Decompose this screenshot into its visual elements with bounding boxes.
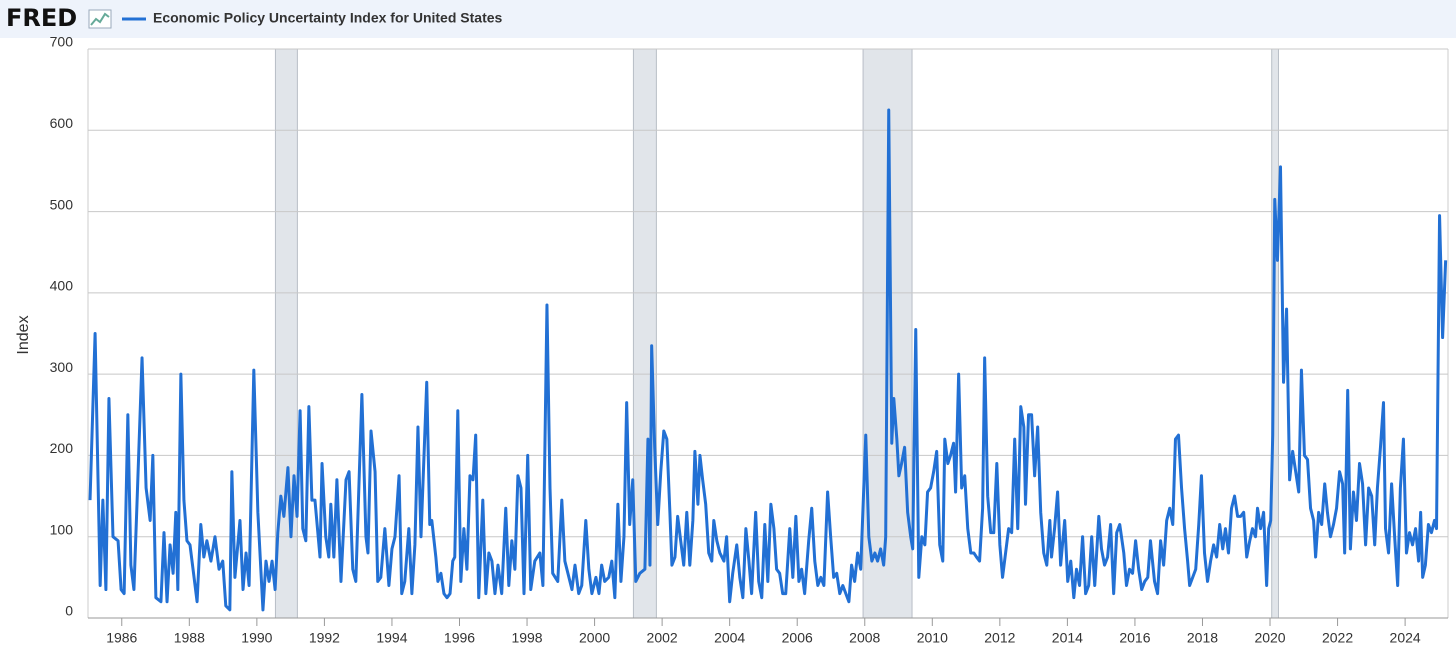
x-tick-label: 2000	[579, 630, 610, 646]
x-tick-label: 2008	[849, 630, 880, 646]
x-tick-label: 1992	[309, 630, 340, 646]
x-tick-label: 2010	[917, 630, 948, 646]
x-tick-label: 2002	[647, 630, 678, 646]
legend-label: Economic Policy Uncertainty Index for Un…	[153, 10, 503, 26]
x-tick-label: 2006	[782, 630, 813, 646]
logo-icon	[88, 9, 112, 29]
y-tick-label: 500	[50, 196, 74, 212]
header-bar	[0, 0, 1456, 38]
x-tick-label: 1998	[511, 630, 542, 646]
x-tick-label: 2014	[1052, 630, 1083, 646]
x-tick-label: 2018	[1187, 630, 1218, 646]
x-tick-label: 2022	[1322, 630, 1353, 646]
y-tick-label: 300	[50, 359, 74, 375]
y-tick-label: 600	[50, 115, 74, 131]
y-tick-label: 400	[50, 278, 74, 294]
x-tick-label: 2004	[714, 630, 745, 646]
y-axis-label: Index	[15, 315, 32, 354]
x-tick-label: 2020	[1254, 630, 1285, 646]
y-tick-label: 200	[50, 440, 74, 456]
x-tick-label: 1988	[174, 630, 205, 646]
x-tick-label: 1994	[376, 630, 407, 646]
x-tick-label: 1990	[241, 630, 272, 646]
y-tick-label: 100	[50, 521, 74, 537]
y-tick-label: 0	[65, 603, 73, 619]
x-tick-label: 1986	[106, 630, 137, 646]
x-tick-label: 2012	[984, 630, 1015, 646]
x-tick-label: 1996	[444, 630, 475, 646]
x-tick-label: 2024	[1390, 630, 1421, 646]
series-line	[88, 108, 1448, 612]
y-tick-label: 700	[50, 34, 74, 50]
logo: FRED	[6, 4, 77, 32]
x-tick-label: 2016	[1119, 630, 1150, 646]
